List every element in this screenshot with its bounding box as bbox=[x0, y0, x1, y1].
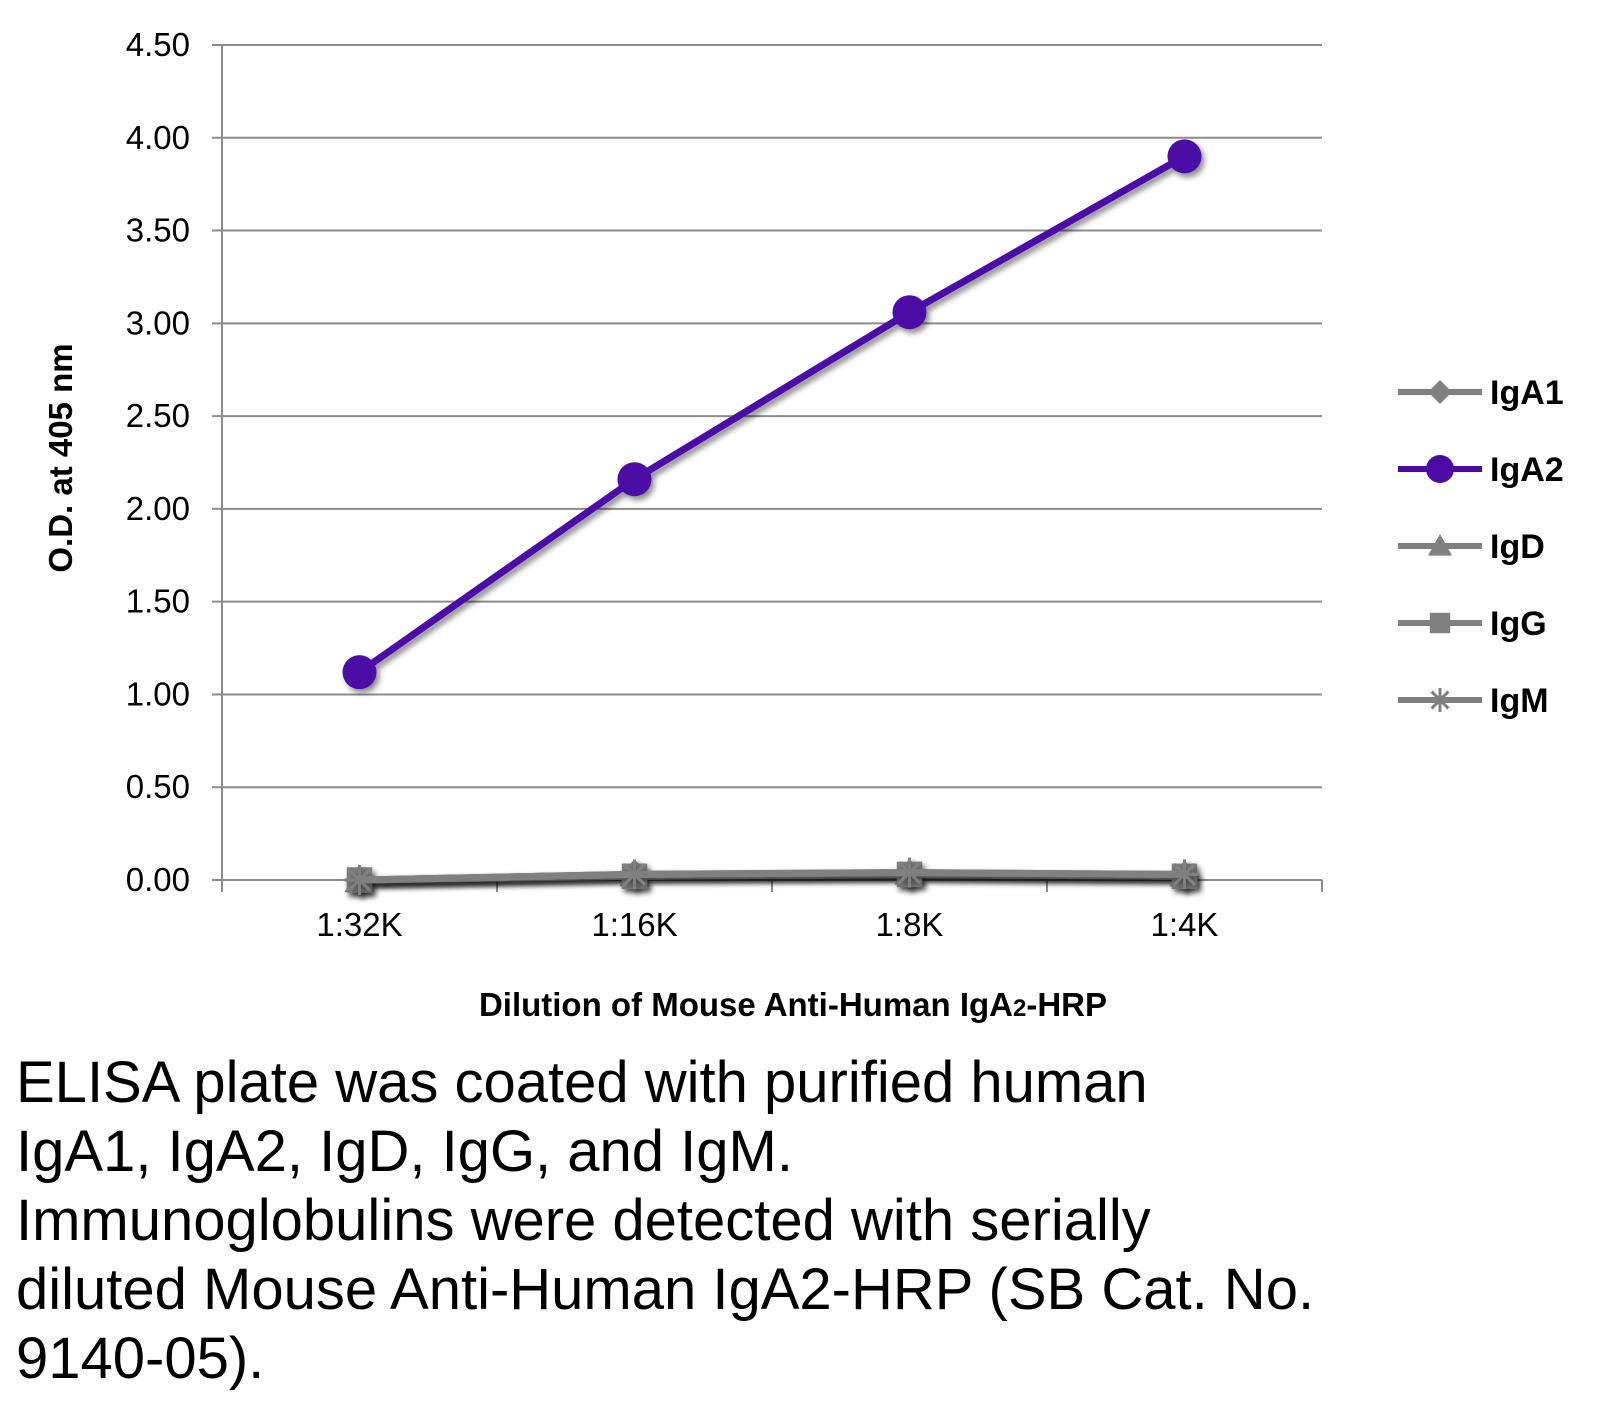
y-tick-labels: 0.00 0.50 1.00 1.50 2.00 2.50 3.00 3.50 4.00 4.50 bbox=[126, 26, 190, 898]
data-point-igm bbox=[619, 859, 650, 890]
series-line-igm bbox=[359, 869, 1185, 884]
legend-item-igd: IgD bbox=[1398, 528, 1545, 566]
legend-item-igg: IgG bbox=[1398, 605, 1547, 643]
data-point-igm bbox=[894, 857, 925, 888]
data-point-iga2 bbox=[892, 295, 927, 330]
legend-item-igm: IgM bbox=[1398, 682, 1549, 720]
caption-line: diluted Mouse Anti-Human IgA2-HRP (SB Ca… bbox=[16, 1257, 1315, 1322]
y-tick-label: 2.00 bbox=[126, 490, 190, 527]
y-tick-label: 0.50 bbox=[126, 768, 190, 805]
elisa-line-chart: 0.00 0.50 1.00 1.50 2.00 2.50 3.00 3.50 4.00 4.50… bbox=[42, 26, 1564, 1023]
legend-marker-triangle-icon bbox=[1428, 534, 1452, 556]
data-point-igm bbox=[1169, 859, 1200, 890]
data-point-iga2 bbox=[1167, 139, 1202, 174]
legend: IgA1 IgA2 IgD IgG IgM bbox=[1398, 374, 1564, 720]
x-tick-label: 1:4K bbox=[1151, 906, 1219, 943]
legend-marker-diamond-icon bbox=[1428, 380, 1452, 404]
x-tick-label: 1:16K bbox=[591, 906, 677, 943]
legend-marker-circle-icon bbox=[1426, 455, 1454, 483]
caption-line: Immunoglobulins were detected with seria… bbox=[16, 1188, 1151, 1253]
legend-label: IgM bbox=[1490, 682, 1549, 720]
caption-line: ELISA plate was coated with purified hum… bbox=[16, 1050, 1148, 1115]
y-tick-label: 3.00 bbox=[126, 304, 190, 341]
data-point-igm bbox=[344, 865, 375, 895]
x-tick-label: 1:32K bbox=[316, 906, 402, 943]
y-tick-label: 1.00 bbox=[126, 675, 190, 712]
series-iga2 bbox=[342, 139, 1202, 690]
series-igm bbox=[344, 857, 1200, 895]
legend-item-iga1: IgA1 bbox=[1398, 374, 1564, 412]
legend-label: IgA1 bbox=[1490, 374, 1564, 412]
gridlines bbox=[212, 44, 1322, 881]
y-tick-label: 1.50 bbox=[126, 583, 190, 620]
caption-line: 9140-05). bbox=[16, 1326, 265, 1391]
x-axis-title-main: Dilution of Mouse Anti-Human IgA bbox=[479, 986, 1013, 1023]
caption-line: IgA1, IgA2, IgD, IgG, and IgM. bbox=[16, 1119, 793, 1184]
x-tick-label: 1:8K bbox=[876, 906, 944, 943]
data-series bbox=[342, 139, 1202, 895]
y-tick-label: 0.00 bbox=[126, 861, 190, 898]
x-axis-title: Dilution of Mouse Anti-Human IgA2-HRP bbox=[479, 986, 1107, 1023]
y-tick-label: 2.50 bbox=[126, 397, 190, 434]
y-tick-label: 3.50 bbox=[126, 212, 190, 249]
y-tick-label: 4.50 bbox=[126, 26, 190, 63]
legend-marker-star-icon bbox=[1428, 688, 1452, 712]
y-tick-label: 4.00 bbox=[126, 119, 190, 156]
legend-marker-square-icon bbox=[1429, 612, 1451, 634]
series-line-iga2 bbox=[357, 153, 1187, 676]
x-axis-title-suffix: -HRP bbox=[1026, 986, 1107, 1023]
x-axis-title-subscript: 2 bbox=[1013, 995, 1026, 1022]
legend-item-iga2: IgA2 bbox=[1398, 451, 1564, 489]
x-tick-labels: 1:32K 1:16K 1:8K 1:4K bbox=[316, 906, 1218, 943]
legend-label: IgD bbox=[1490, 528, 1545, 566]
figure-caption: ELISA plate was coated with purified hum… bbox=[16, 1048, 1576, 1393]
data-point-iga2 bbox=[342, 655, 377, 690]
legend-label: IgG bbox=[1490, 605, 1547, 643]
data-point-iga2 bbox=[617, 462, 652, 497]
y-axis-title: O.D. at 405 nm bbox=[42, 343, 79, 572]
legend-label: IgA2 bbox=[1490, 451, 1564, 489]
